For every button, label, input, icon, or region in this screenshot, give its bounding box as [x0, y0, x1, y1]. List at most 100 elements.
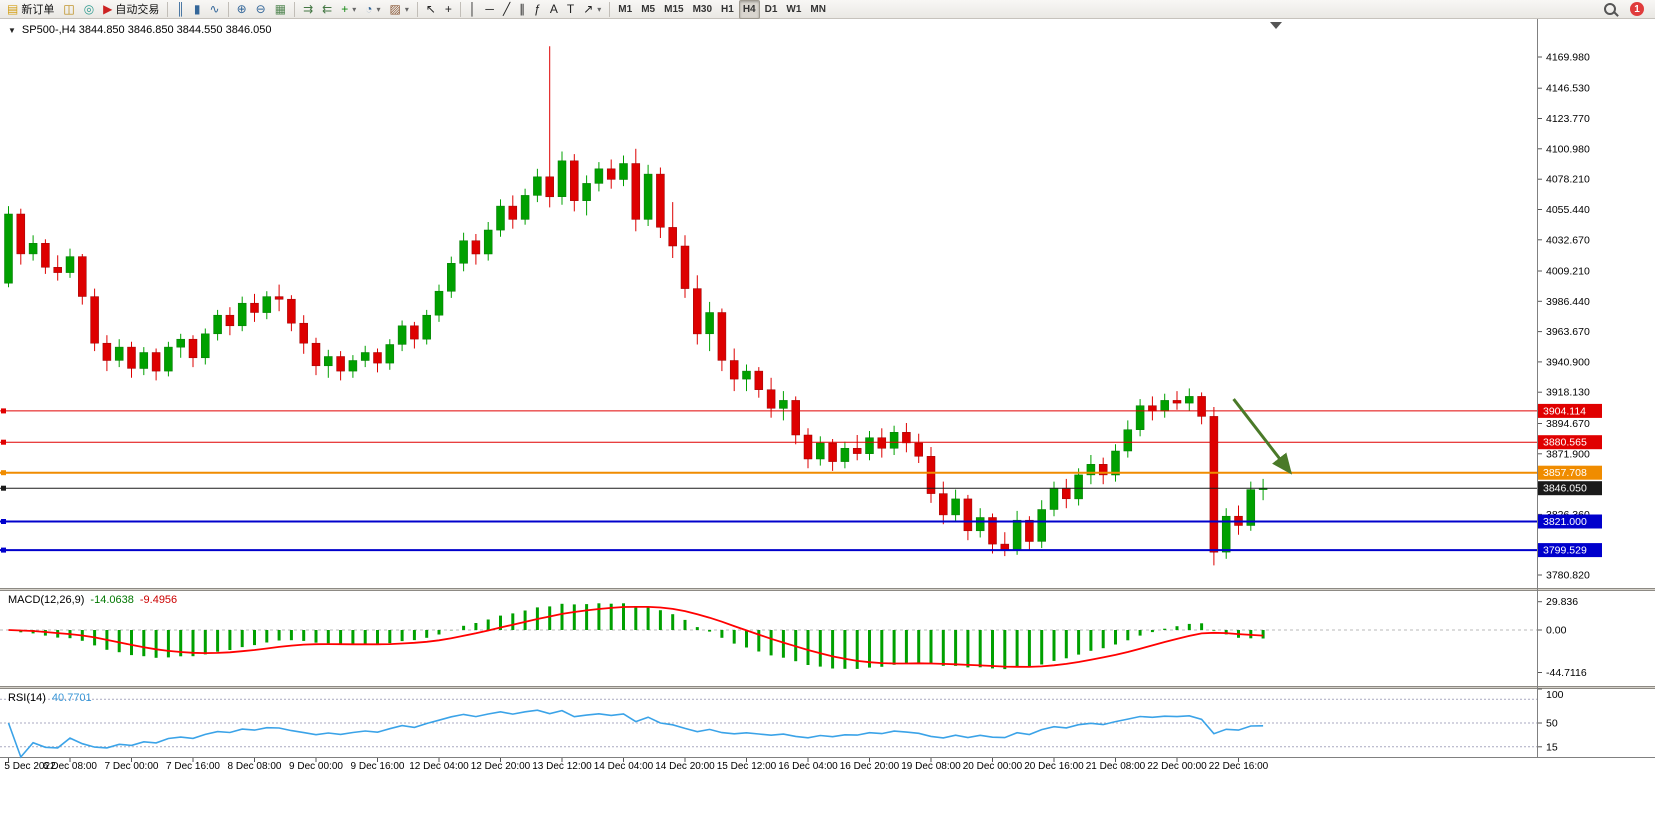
macd-axis-label: 0.00	[1546, 625, 1567, 637]
candle-up	[348, 360, 358, 372]
arrows-button-dropdown[interactable]: ▾	[597, 4, 602, 14]
add-indicator-button-dropdown[interactable]: ▾	[352, 4, 357, 14]
timeframe-d1-button[interactable]: D1	[761, 0, 782, 19]
price-label-text: 3799.529	[1543, 545, 1587, 557]
candle-down	[508, 205, 518, 220]
timeframe-m15-button[interactable]: M15	[660, 0, 687, 19]
timeframe-m1-button[interactable]: M1	[614, 0, 636, 19]
search-button[interactable]	[1600, 0, 1620, 19]
timeframe-m5-button[interactable]: M5	[637, 0, 659, 19]
candle-up	[483, 229, 493, 255]
text-label-button[interactable]: T	[563, 0, 578, 19]
time-axis-label: 7 Dec 16:00	[166, 761, 220, 772]
candle-down	[656, 173, 665, 228]
zoom-out-icon: ⊖	[255, 2, 266, 16]
rsi-panel-label: RSI(14) 40.7701	[8, 692, 92, 704]
cursor-icon: ↖	[425, 2, 436, 16]
time-axis-label: 9 Dec 00:00	[289, 761, 343, 772]
auto-trading-button[interactable]: ▶ 自动交易	[99, 0, 163, 19]
price-tick-label: 3963.670	[1546, 326, 1590, 338]
candle-down	[102, 342, 112, 361]
candle-up	[139, 352, 149, 369]
search-icon	[1604, 3, 1616, 15]
chart-shift-button[interactable]: ⇇	[318, 0, 336, 19]
price-tick-label: 4009.210	[1546, 266, 1590, 278]
timeframe-m5-button-label: M5	[641, 3, 656, 15]
templates-button-dropdown[interactable]: ▾	[404, 4, 409, 14]
rsi-value: 40.7701	[51, 692, 92, 704]
new-order-button[interactable]: ▤ 新订单	[3, 0, 58, 19]
line-handle[interactable]	[1, 547, 6, 553]
candle-up	[176, 338, 185, 348]
line-handle[interactable]	[1, 470, 6, 476]
channel-button[interactable]: ∥	[515, 0, 529, 19]
candle-up	[114, 346, 124, 361]
line-chart-button[interactable]: ∿	[206, 0, 224, 19]
zoom-out-button[interactable]: ⊖	[252, 0, 270, 19]
price-tick-label: 3894.670	[1546, 418, 1590, 430]
crosshair-icon: +	[444, 2, 452, 16]
arrows-button[interactable]: ↗ ▾	[579, 0, 605, 19]
candlestick-chart-icon: ▮	[193, 2, 201, 16]
price-tick-label: 3871.900	[1546, 448, 1590, 460]
candle-down	[791, 400, 800, 436]
candle-up	[840, 448, 850, 462]
line-handle[interactable]	[1, 519, 6, 524]
time-axis-label: 12 Dec 20:00	[471, 761, 531, 772]
macd-signal-line	[8, 606, 1264, 668]
horizontal-line-button[interactable]: ─	[481, 0, 498, 19]
candle-down	[274, 296, 284, 300]
time-axis-label: 8 Dec 08:00	[228, 761, 282, 772]
auto-trading-icon: ▶	[103, 2, 113, 16]
timeframe-w1-button[interactable]: W1	[782, 0, 805, 19]
candle-down	[250, 302, 259, 313]
candle-up	[1185, 396, 1194, 404]
bar-chart-button[interactable]: ║	[172, 0, 189, 19]
timeframe-d1-button-label: D1	[764, 3, 778, 15]
cursor-button[interactable]: ↖	[422, 0, 440, 19]
timeframe-h1-button[interactable]: H1	[717, 0, 738, 19]
timeframe-w1-button-label: W1	[786, 3, 802, 15]
price-tick-label: 3986.440	[1546, 296, 1590, 308]
notifications-badge[interactable]: 1	[1630, 2, 1644, 16]
signals-button[interactable]: ◎	[80, 0, 98, 19]
timeframe-h1-button-label: H1	[721, 3, 734, 15]
timeframe-h4-button[interactable]: H4	[738, 0, 760, 19]
periods-button-dropdown[interactable]: ▾	[376, 4, 381, 14]
periods-button[interactable]: ◔ ▾	[361, 0, 384, 19]
candle-down	[1098, 464, 1108, 476]
toolbar-right: 1	[1600, 0, 1652, 19]
add-indicator-button[interactable]: + ▾	[337, 0, 360, 19]
auto-scroll-button[interactable]: ⇉	[299, 0, 317, 19]
line-handle[interactable]	[1, 408, 6, 414]
templates-button[interactable]: ▨ ▾	[385, 0, 412, 19]
line-handle[interactable]	[1, 439, 6, 445]
fibonacci-button[interactable]: ƒ	[530, 0, 545, 19]
candle-up	[520, 195, 530, 220]
candle-up	[1246, 489, 1256, 526]
annotation-arrow[interactable]	[1232, 398, 1293, 475]
time-axis-label: 14 Dec 04:00	[594, 761, 654, 772]
candle-up	[889, 432, 899, 449]
candle-up	[65, 256, 75, 273]
zoom-in-button[interactable]: ⊕	[233, 0, 251, 19]
toolbar-separator	[459, 1, 461, 17]
toolbar-separator	[227, 1, 229, 17]
one-click-trading-toggle[interactable]: ▼	[8, 25, 16, 35]
candle-up	[447, 263, 456, 292]
vertical-line-button[interactable]: │	[465, 0, 481, 19]
crosshair-button[interactable]: +	[441, 0, 456, 19]
charts-button[interactable]: ◫	[59, 0, 78, 19]
timeframe-m30-button[interactable]: M30	[689, 0, 716, 19]
price-label-box	[1538, 481, 1602, 496]
rsi-axis-label: 15	[1546, 741, 1558, 753]
text-button[interactable]: A	[546, 0, 562, 19]
line-handle[interactable]	[1, 485, 6, 491]
trendline-button[interactable]: ╱	[499, 0, 514, 19]
candle-up	[1111, 450, 1120, 476]
time-axis-label: 14 Dec 20:00	[655, 761, 715, 772]
tile-windows-button[interactable]: ▦	[271, 0, 290, 19]
candlestick-chart-button[interactable]: ▮	[190, 0, 205, 19]
timeframe-mn-button[interactable]: MN	[806, 0, 830, 19]
